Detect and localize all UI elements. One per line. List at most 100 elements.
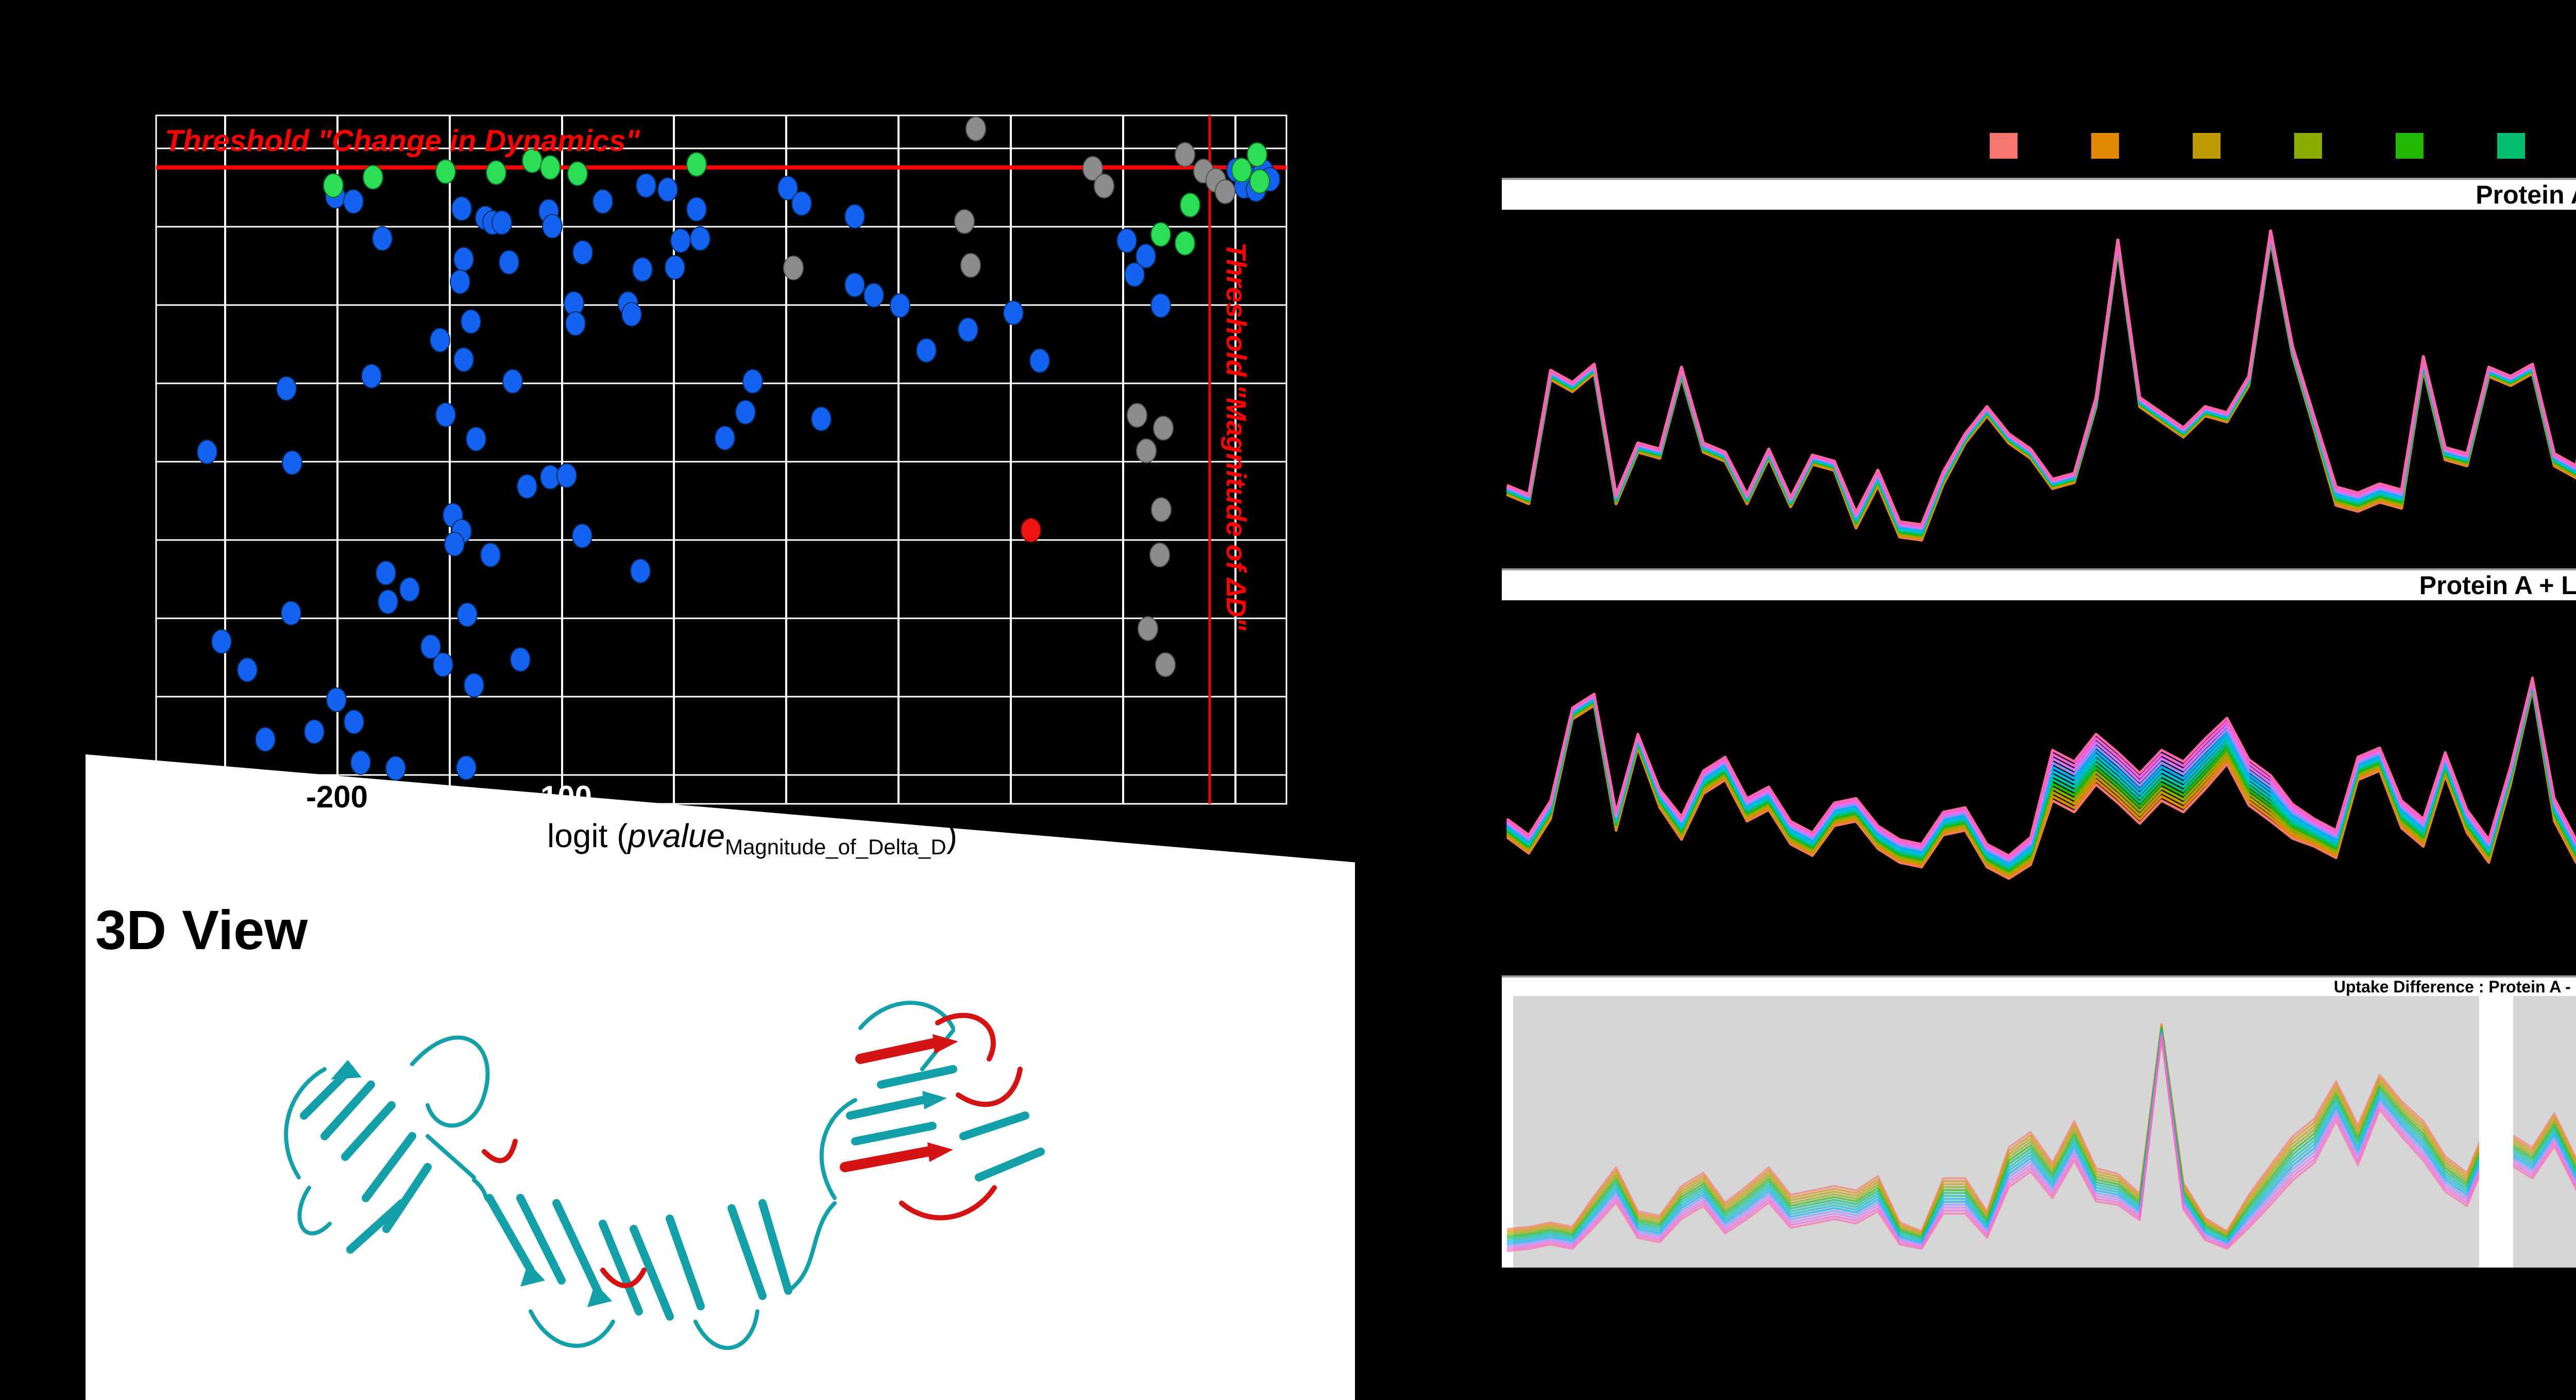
- series-line-13: [1506, 677, 2576, 857]
- volcano-dot-gray: [965, 116, 986, 141]
- volcano-dot-blue: [517, 474, 537, 499]
- axis-suffix: ): [946, 817, 958, 854]
- volcano-dot-gray: [954, 209, 975, 234]
- volcano-dot-green: [540, 155, 561, 180]
- volcano-dot-blue: [343, 189, 364, 214]
- chart-title-protein-a-ligand: Protein A + Ligand: [1502, 568, 2576, 600]
- volcano-dot-blue: [1029, 348, 1050, 373]
- protein-structure[interactable]: [242, 982, 1334, 1394]
- series-line-3: [1506, 1025, 2576, 1236]
- threshold-magnitude-label: Threshold "Magnitude of ΔD": [1221, 242, 1251, 631]
- volcano-dot-green: [435, 159, 456, 184]
- series-line-1: [1506, 1023, 2576, 1233]
- volcano-x-axis-title: logit (pvalueMagnitude_of_Delta_D): [392, 817, 1113, 859]
- volcano-dot-blue: [630, 559, 651, 583]
- gap-band: [2479, 995, 2513, 1268]
- volcano-dot-green: [567, 161, 588, 186]
- series-line-13: [1506, 229, 2576, 527]
- x-tick--200: -200: [306, 780, 368, 814]
- threshold-dynamics-label: Threshold "Change in Dynamics": [165, 124, 640, 158]
- protein-red-arrowheads: [927, 1034, 958, 1162]
- volcano-dot-blue: [492, 210, 512, 235]
- volcano-dot-blue: [197, 440, 217, 464]
- series-line-8: [1506, 1031, 2576, 1243]
- volcano-dot-blue: [632, 257, 653, 282]
- volcano-dot-blue: [420, 634, 441, 659]
- volcano-dot-green: [486, 160, 506, 185]
- volcano-dot-blue: [844, 204, 865, 229]
- axis-prefix: logit (: [547, 817, 628, 854]
- volcano-dot-blue: [592, 189, 613, 214]
- chart-title-protein-a: Protein A: [1502, 178, 2576, 210]
- volcano-dot-blue: [1150, 293, 1171, 318]
- volcano-dot-blue: [621, 302, 642, 327]
- volcano-plot[interactable]: [0, 0, 1340, 876]
- volcano-dot-blue: [542, 214, 563, 239]
- volcano-dot-blue: [361, 364, 382, 389]
- series-line-12: [1506, 1035, 2576, 1251]
- volcano-dot-blue: [665, 255, 685, 280]
- volcano-dot-blue: [863, 283, 884, 308]
- volcano-dot-blue: [372, 226, 393, 251]
- legend-swatch-4[interactable]: [2294, 133, 2322, 159]
- volcano-dot-blue: [958, 317, 978, 342]
- volcano-dot-blue: [565, 311, 586, 336]
- series-line-2: [1506, 687, 2576, 878]
- 3d-view-title: 3D View: [95, 899, 308, 961]
- volcano-dot-blue: [636, 173, 656, 198]
- volcano-dot-blue: [344, 710, 364, 734]
- volcano-dot-gray: [1151, 497, 1172, 522]
- volcano-dot-blue: [451, 196, 472, 221]
- series-line-9: [1506, 1032, 2576, 1245]
- protein-teal-arrowheads: [331, 1060, 947, 1307]
- volcano-dot-blue: [502, 369, 523, 394]
- left-white-strip: [1502, 995, 1513, 1268]
- volcano-dot-green: [1180, 193, 1200, 217]
- volcano-dot-blue: [556, 463, 577, 488]
- volcano-dot-blue: [1003, 300, 1024, 325]
- volcano-dot-blue: [735, 400, 756, 425]
- legend-swatch-6[interactable]: [2497, 133, 2525, 159]
- axis-subscript: Magnitude_of_Delta_D: [725, 835, 946, 859]
- series-line-3: [1506, 686, 2576, 876]
- uptake-difference-plot[interactable]: [1502, 995, 2576, 1268]
- volcano-dot-blue: [457, 602, 478, 627]
- volcano-dot-gray: [1175, 142, 1195, 167]
- legend-swatch-1[interactable]: [1990, 133, 2018, 159]
- volcano-dot-gray: [1149, 543, 1170, 567]
- protein-a-plot[interactable]: [1502, 210, 2576, 562]
- volcano-dot-blue: [1136, 244, 1156, 268]
- volcano-dot-blue: [777, 176, 798, 200]
- volcano-dot-blue: [430, 328, 450, 352]
- legend-swatch-3[interactable]: [2193, 133, 2221, 159]
- legend-swatch-2[interactable]: [2091, 133, 2119, 159]
- volcano-dot-blue: [461, 309, 481, 334]
- volcano-dot-gray: [1155, 652, 1176, 677]
- protein-red-loops: [482, 1013, 1023, 1288]
- series-line-10: [1506, 1033, 2576, 1247]
- series-line-11: [1506, 231, 2576, 529]
- volcano-dot-blue: [211, 629, 232, 654]
- volcano-dot-gray: [1215, 179, 1235, 204]
- volcano-dot-red: [1021, 518, 1041, 543]
- volcano-dot-green: [1150, 222, 1171, 247]
- series-line-7: [1506, 234, 2576, 534]
- volcano-dot-green: [1247, 142, 1267, 167]
- volcano-dot-blue: [670, 228, 691, 253]
- volcano-dot-green: [1175, 231, 1195, 256]
- series-line-2: [1506, 238, 2576, 541]
- series-line-5: [1506, 1027, 2576, 1238]
- volcano-dot-blue: [399, 577, 420, 602]
- volcano-dot-blue: [916, 338, 937, 363]
- volcano-dot-blue: [376, 561, 396, 585]
- series-line-8: [1506, 233, 2576, 533]
- volcano-dot-blue: [1124, 262, 1145, 287]
- series-line-6: [1506, 1028, 2576, 1240]
- volcano-dot-blue: [510, 647, 531, 672]
- series-line-4: [1506, 236, 2576, 538]
- volcano-dot-blue: [453, 247, 474, 272]
- legend-swatch-5[interactable]: [2396, 133, 2424, 159]
- volcano-dot-gray: [1153, 416, 1174, 441]
- protein-a-ligand-plot[interactable]: [1502, 600, 2576, 927]
